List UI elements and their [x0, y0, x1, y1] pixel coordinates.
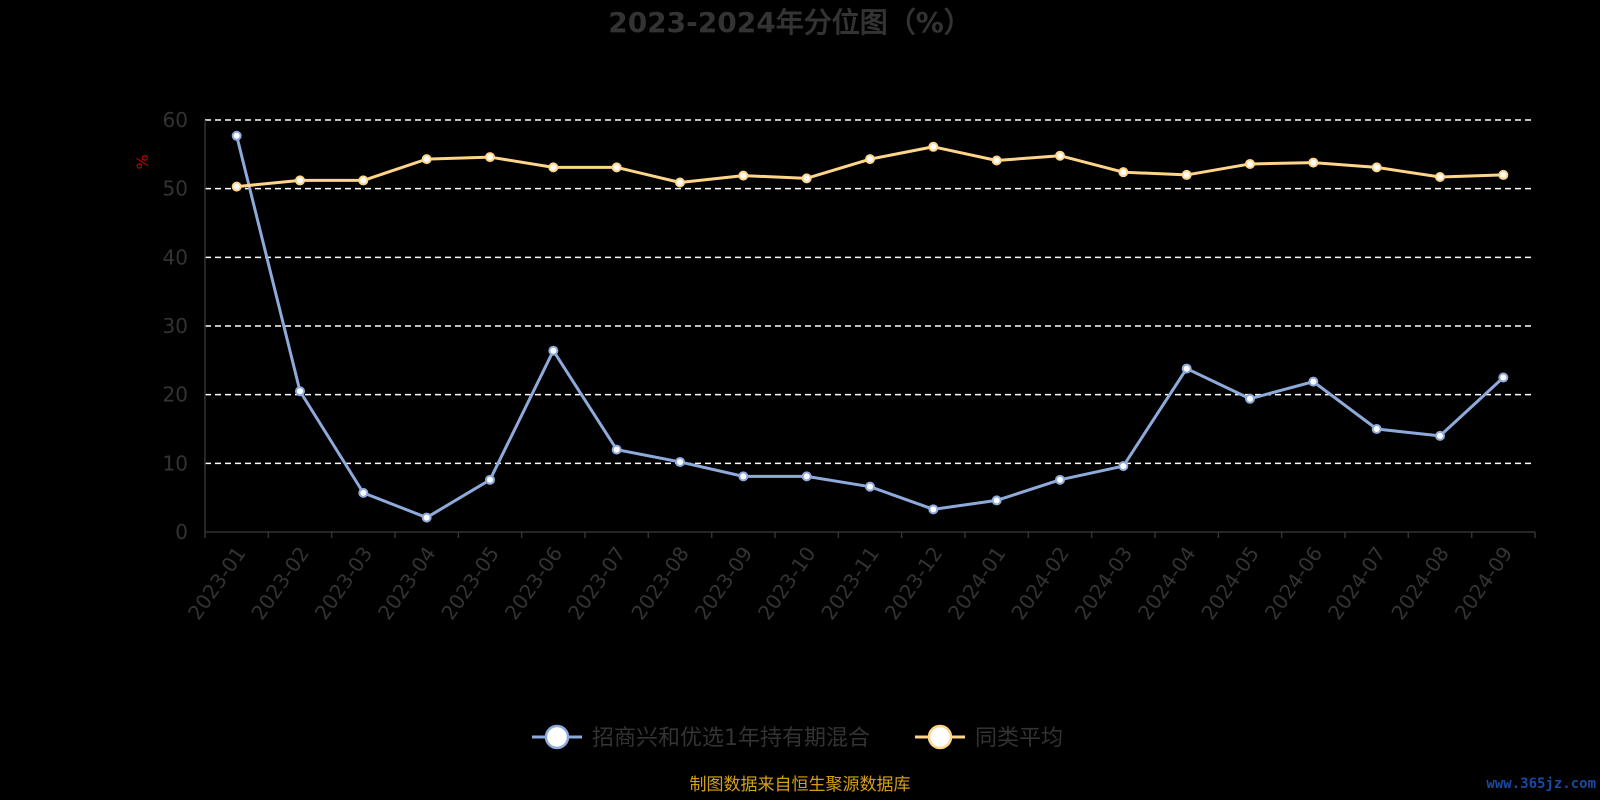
data-point[interactable]: [928, 504, 939, 515]
x-tick-label: 2024-04: [1133, 542, 1201, 624]
data-point[interactable]: [548, 162, 559, 173]
data-point[interactable]: [1371, 162, 1382, 173]
series-0: [231, 130, 1509, 523]
x-tick-label: 2023-05: [436, 542, 504, 624]
x-tick-label: 2023-04: [373, 542, 441, 624]
x-tick-label: 2024-01: [943, 542, 1011, 624]
y-tick-label: 30: [163, 314, 188, 338]
data-point[interactable]: [1371, 424, 1382, 434]
y-tick-label: 20: [163, 383, 188, 407]
y-tick-label: 40: [163, 245, 188, 269]
data-point[interactable]: [1435, 430, 1445, 441]
data-point[interactable]: [1181, 169, 1192, 180]
x-tick-label: 2024-05: [1196, 542, 1264, 624]
data-point[interactable]: [675, 177, 685, 188]
x-tick-label: 2023-08: [626, 542, 694, 624]
legend-marker-icon: [927, 724, 953, 750]
data-point[interactable]: [738, 471, 749, 482]
data-point[interactable]: [801, 173, 812, 184]
data-point[interactable]: [295, 175, 305, 186]
x-tick-label: 2024-08: [1386, 542, 1454, 624]
x-tick-label: 2023-11: [816, 542, 884, 624]
data-point[interactable]: [1245, 158, 1255, 169]
legend-marker-icon: [544, 724, 570, 750]
data-point[interactable]: [1498, 169, 1509, 180]
x-tick-label: 2023-10: [753, 542, 821, 624]
y-tick-label: 60: [163, 108, 188, 132]
data-point[interactable]: [865, 481, 875, 492]
series-lines: [231, 130, 1509, 523]
data-point[interactable]: [1435, 171, 1445, 182]
x-tick-label: 2024-02: [1006, 542, 1074, 624]
x-tick-label: 2023-02: [246, 542, 314, 624]
legend-item-0[interactable]: 招商兴和优选1年持有期混合: [532, 724, 870, 751]
data-point[interactable]: [421, 154, 432, 165]
x-tick-label: 2024-09: [1450, 542, 1518, 624]
x-tick-label: 2024-07: [1323, 542, 1391, 624]
x-tick-label: 2023-12: [880, 542, 948, 624]
data-point[interactable]: [1118, 167, 1129, 178]
data-point[interactable]: [1055, 474, 1065, 485]
x-tick-label: 2023-09: [690, 542, 758, 624]
grid-lines: [205, 119, 1535, 465]
data-point[interactable]: [1308, 376, 1319, 387]
data-point[interactable]: [231, 181, 242, 192]
data-point[interactable]: [548, 345, 559, 356]
data-point[interactable]: [1055, 150, 1065, 161]
data-point[interactable]: [295, 386, 305, 397]
data-point[interactable]: [485, 152, 495, 163]
data-point[interactable]: [675, 456, 685, 467]
data-point[interactable]: [1245, 393, 1255, 404]
x-tick-label: 2023-06: [500, 542, 568, 624]
data-point[interactable]: [1308, 157, 1319, 168]
data-point[interactable]: [1181, 363, 1192, 374]
axes: 01020304050602023-012023-022023-032023-0…: [163, 108, 1536, 624]
data-point[interactable]: [738, 170, 749, 181]
y-axis-label: %: [133, 154, 152, 169]
legend-item-1[interactable]: 同类平均: [915, 724, 1063, 751]
legend-label: 同类平均: [975, 726, 1063, 751]
y-tick-label: 0: [175, 520, 188, 544]
data-point[interactable]: [485, 474, 495, 485]
data-point[interactable]: [928, 141, 939, 152]
y-tick-label: 10: [163, 451, 188, 475]
data-point[interactable]: [358, 175, 369, 186]
legend[interactable]: 招商兴和优选1年持有期混合 同类平均: [532, 724, 1063, 751]
data-point[interactable]: [801, 471, 812, 482]
x-tick-label: 2023-03: [310, 542, 378, 624]
data-point[interactable]: [231, 130, 242, 141]
chart-title: 2023-2024年分位图（%）: [608, 6, 972, 39]
x-tick-label: 2023-07: [563, 542, 631, 624]
x-tick-label: 2024-03: [1070, 542, 1138, 624]
data-point[interactable]: [991, 495, 1002, 506]
x-tick-label: 2023-01: [183, 542, 251, 624]
data-point[interactable]: [421, 512, 432, 523]
data-point[interactable]: [991, 155, 1002, 166]
series-1: [231, 141, 1509, 192]
y-tick-label: 50: [163, 177, 188, 201]
legend-label: 招商兴和优选1年持有期混合: [592, 726, 870, 751]
data-point[interactable]: [1118, 461, 1129, 472]
data-point[interactable]: [611, 162, 622, 173]
data-point[interactable]: [1498, 372, 1509, 383]
data-point[interactable]: [358, 487, 369, 498]
data-point[interactable]: [865, 154, 875, 165]
data-source-note: 制图数据来自恒生聚源数据库: [690, 775, 911, 795]
data-point[interactable]: [611, 444, 622, 455]
watermark: www.365jz.com: [1486, 776, 1596, 792]
x-tick-label: 2024-06: [1260, 542, 1328, 624]
